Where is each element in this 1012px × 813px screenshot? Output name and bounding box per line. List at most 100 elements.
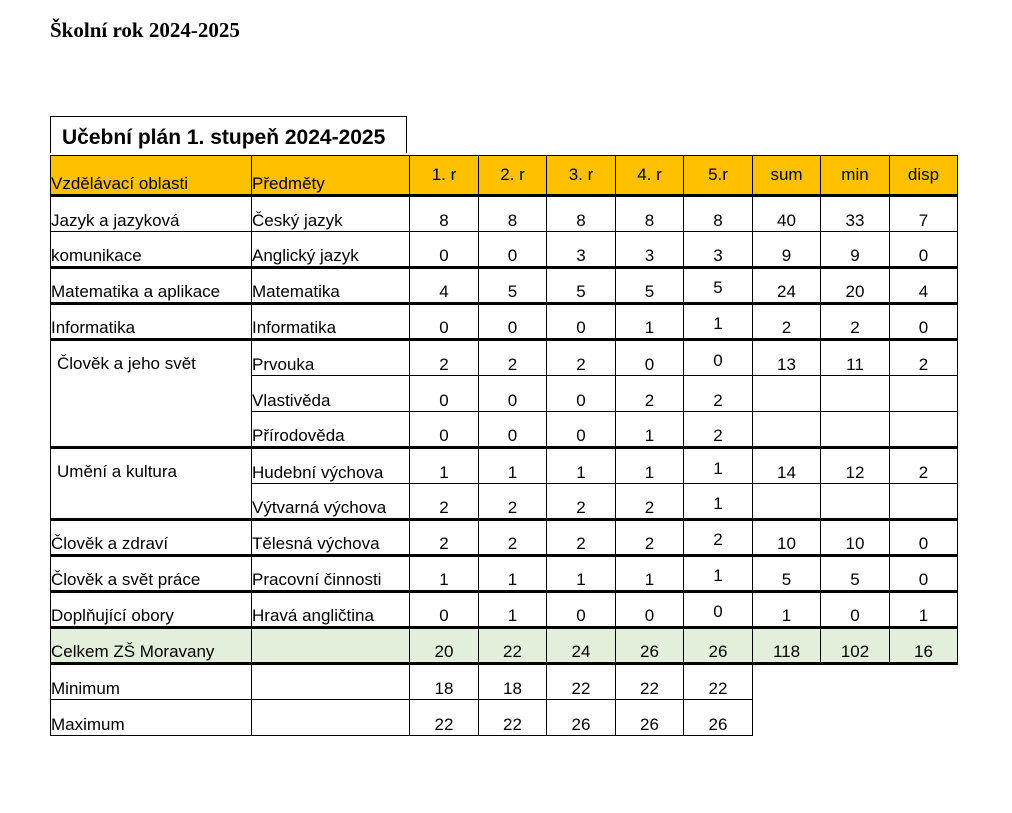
value-cell: 0 xyxy=(478,231,547,268)
header-area: Vzdělávací oblasti xyxy=(50,155,252,196)
table-title: Učební plán 1. stupeň 2024-2025 xyxy=(50,116,407,153)
curriculum-table: Vzdělávací oblasti Předměty 1. r 2. r 3.… xyxy=(50,155,958,736)
value-cell: 1 xyxy=(478,446,547,484)
header-year-3: 3. r xyxy=(546,155,616,196)
area-cell: Člověk a svět práce xyxy=(50,554,252,592)
header-sum: sum xyxy=(752,155,821,196)
area-cell: Člověk a zdraví xyxy=(50,518,252,556)
value-cell: 1 xyxy=(683,446,753,484)
minimum-value-cell: 18 xyxy=(409,663,479,700)
value-cell: 4 xyxy=(409,266,479,304)
value-cell: 3 xyxy=(683,231,753,268)
subject-cell: Hravá angličtina xyxy=(251,590,410,628)
sum-cell xyxy=(752,375,821,412)
value-cell: 2 xyxy=(615,483,684,520)
total-value-cell: 24 xyxy=(546,626,616,665)
table-row: Člověk a svět práce Pracovní činnosti 1 … xyxy=(50,554,958,592)
value-cell: 0 xyxy=(546,590,616,628)
value-cell: 2 xyxy=(546,483,616,520)
value-cell: 1 xyxy=(409,554,479,592)
sum-cell: 1 xyxy=(752,590,821,628)
value-cell: 0 xyxy=(478,302,547,340)
value-cell: 2 xyxy=(546,338,616,376)
minimum-subject-cell xyxy=(251,663,410,700)
min-cell: 9 xyxy=(820,231,890,268)
minimum-value-cell: 22 xyxy=(683,663,753,700)
value-cell: 0 xyxy=(546,302,616,340)
header-row: Vzdělávací oblasti Předměty 1. r 2. r 3.… xyxy=(50,155,958,196)
minimum-value-cell: 18 xyxy=(478,663,547,700)
disp-cell: 7 xyxy=(889,194,958,232)
value-cell: 2 xyxy=(409,518,479,556)
total-value-cell: 26 xyxy=(615,626,684,665)
table-row: komunikace Anglický jazyk 0 0 3 3 3 9 9 … xyxy=(50,231,958,268)
sum-cell xyxy=(752,411,821,448)
maximum-value-cell: 26 xyxy=(615,699,684,736)
value-cell: 1 xyxy=(615,302,684,340)
value-cell: 2 xyxy=(615,518,684,556)
value-cell: 2 xyxy=(478,483,547,520)
value-cell: 5 xyxy=(478,266,547,304)
disp-cell: 2 xyxy=(889,338,958,376)
area-cell: Informatika xyxy=(50,302,252,340)
value-cell: 2 xyxy=(478,518,547,556)
sum-cell: 5 xyxy=(752,554,821,592)
value-cell: 0 xyxy=(409,590,479,628)
maximum-value-cell: 22 xyxy=(409,699,479,736)
subject-cell: Hudební výchova xyxy=(251,446,410,484)
min-cell: 20 xyxy=(820,266,890,304)
value-cell: 8 xyxy=(546,194,616,232)
value-cell: 0 xyxy=(546,375,616,412)
disp-cell: 2 xyxy=(889,446,958,484)
total-label: Celkem ZŠ Moravany xyxy=(50,626,252,665)
subject-cell: Tělesná výchova xyxy=(251,518,410,556)
document-title: Školní rok 2024-2025 xyxy=(50,18,240,42)
subject-cell: Prvouka xyxy=(251,338,410,376)
disp-cell: 0 xyxy=(889,518,958,556)
maximum-value-cell: 26 xyxy=(683,699,753,736)
value-cell: 3 xyxy=(546,231,616,268)
value-cell: 0 xyxy=(409,302,479,340)
subject-cell: Matematika xyxy=(251,266,410,304)
header-year-5: 5.r xyxy=(683,155,753,196)
disp-cell: 0 xyxy=(889,302,958,340)
value-cell: 0 xyxy=(615,590,684,628)
total-value-cell: 26 xyxy=(683,626,753,665)
disp-cell xyxy=(889,483,958,520)
total-disp-cell: 16 xyxy=(889,626,958,665)
value-cell: 1 xyxy=(478,590,547,628)
sum-cell: 24 xyxy=(752,266,821,304)
value-cell: 2 xyxy=(546,518,616,556)
value-cell: 2 xyxy=(683,375,753,412)
empty-area xyxy=(753,700,958,736)
value-cell: 1 xyxy=(615,411,684,448)
header-subject: Předměty xyxy=(251,155,410,196)
value-cell: 8 xyxy=(409,194,479,232)
area-cell: Umění a kultura xyxy=(50,446,252,520)
subject-cell: Výtvarná výchova xyxy=(251,483,410,520)
total-value-cell: 22 xyxy=(478,626,547,665)
sum-cell xyxy=(752,483,821,520)
table-row: Přírodověda 0 0 0 1 2 xyxy=(51,411,958,448)
subject-cell: Vlastivěda xyxy=(251,375,410,412)
header-year-4: 4. r xyxy=(615,155,684,196)
sum-cell: 40 xyxy=(752,194,821,232)
disp-cell xyxy=(889,375,958,412)
min-cell: 2 xyxy=(820,302,890,340)
total-sum-cell: 118 xyxy=(752,626,821,665)
table-row: Doplňující obory Hravá angličtina 0 1 0 … xyxy=(50,590,958,628)
sum-cell: 13 xyxy=(752,338,821,376)
value-cell: 8 xyxy=(683,194,753,232)
sum-cell: 2 xyxy=(752,302,821,340)
value-cell: 1 xyxy=(546,446,616,484)
value-cell: 0 xyxy=(683,590,753,628)
min-cell xyxy=(820,483,890,520)
value-cell: 5 xyxy=(546,266,616,304)
value-cell: 2 xyxy=(615,375,684,412)
value-cell: 1 xyxy=(615,554,684,592)
value-cell: 0 xyxy=(409,375,479,412)
value-cell: 0 xyxy=(478,411,547,448)
value-cell: 1 xyxy=(478,554,547,592)
min-cell xyxy=(820,411,890,448)
value-cell: 1 xyxy=(546,554,616,592)
